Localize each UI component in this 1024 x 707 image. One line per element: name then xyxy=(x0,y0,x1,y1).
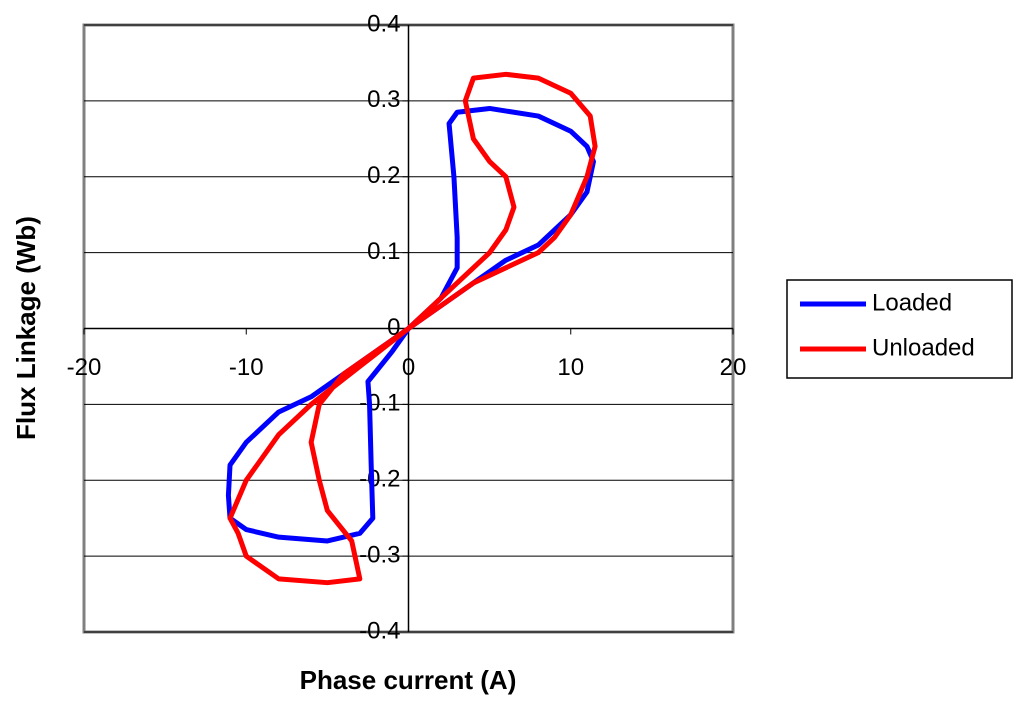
y-tick-label: 0.2 xyxy=(367,162,400,189)
series-line xyxy=(227,71,598,586)
x-tick-label: -20 xyxy=(67,354,102,381)
y-tick-label: 0.3 xyxy=(367,86,400,113)
legend-box xyxy=(786,279,1013,379)
y-tick-label: -0.2 xyxy=(359,466,400,493)
legend-label: Loaded xyxy=(872,289,952,316)
x-tick-label: 10 xyxy=(557,354,584,381)
y-axis-title: Flux Linkage (Wb) xyxy=(11,216,41,440)
x-tick-label: 20 xyxy=(720,354,747,381)
y-tick-label: 0.1 xyxy=(367,238,400,265)
x-axis-title: Phase current (A) xyxy=(300,665,517,695)
x-tick-label: -10 xyxy=(229,354,264,381)
legend-label: Unloaded xyxy=(872,334,975,361)
y-tick-label: -0.4 xyxy=(359,617,400,644)
y-tick-label: -0.3 xyxy=(359,541,400,568)
y-tick-label: -0.1 xyxy=(359,390,400,417)
y-tick-label: 0.4 xyxy=(367,10,400,37)
